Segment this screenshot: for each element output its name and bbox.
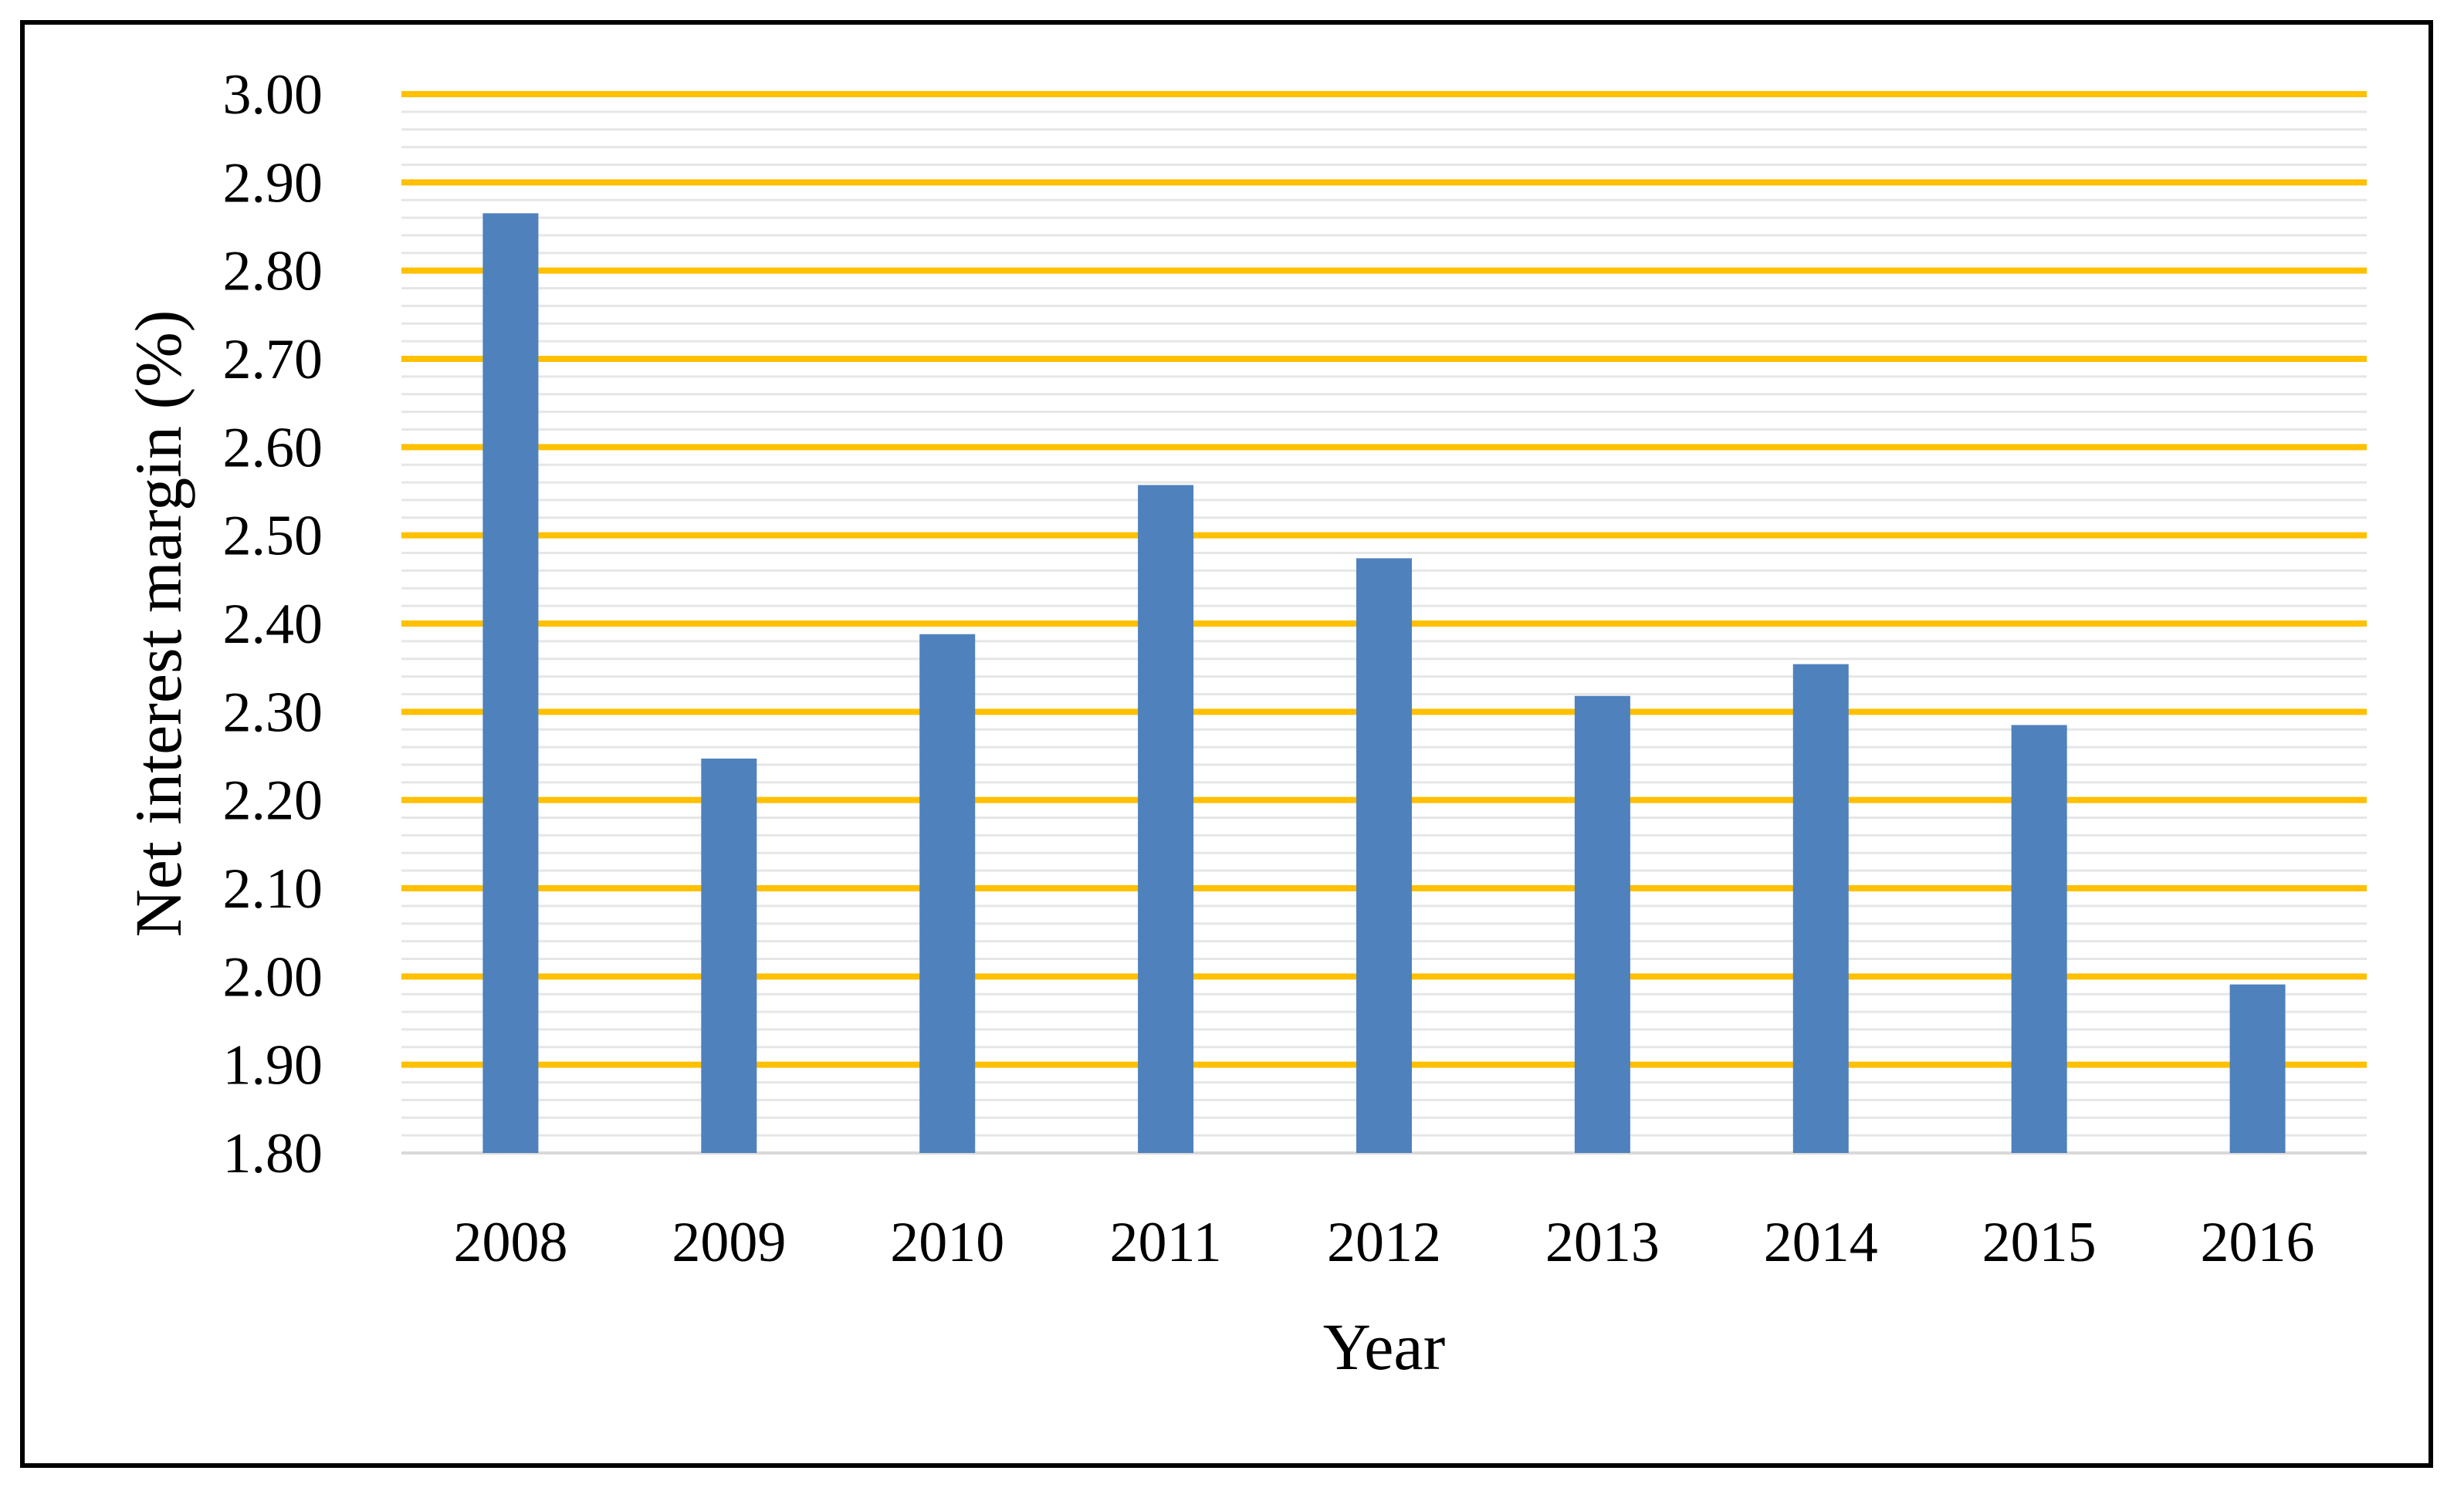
y-axis-title: Net interest margin (%) [121,310,195,938]
y-tick-label: 2.20 [223,769,323,833]
x-tick-label-2013: 2013 [1545,1211,1660,1274]
bar-2008 [482,213,539,1154]
bars [482,213,2286,1154]
x-tick-label-2016: 2016 [2201,1211,2315,1274]
x-tick-label-2008: 2008 [453,1211,567,1274]
bar-2009 [701,758,757,1153]
bar-2010 [919,634,976,1153]
y-tick-label: 3.00 [223,63,323,127]
x-tick-label-2011: 2011 [1109,1211,1221,1274]
x-tick-label-2014: 2014 [1764,1211,1878,1274]
bar-2016 [2229,984,2286,1153]
y-tick-label: 2.40 [223,593,323,656]
y-tick-label: 2.80 [223,240,323,303]
x-tick-label-2010: 2010 [890,1211,1004,1274]
bar-2014 [1792,664,1849,1153]
x-tick-label-2015: 2015 [1982,1211,2097,1274]
y-tick-label: 2.70 [223,328,323,391]
bar-2012 [1356,558,1412,1153]
y-axis-tick-labels: 1.80 1.90 2.00 2.10 2.20 2.30 2.40 2.50 2.60 2.70… [223,63,323,1185]
y-tick-label: 2.60 [223,416,323,479]
x-tick-label-2012: 2012 [1327,1211,1441,1274]
bar-2013 [1574,695,1630,1153]
y-tick-label: 2.10 [223,857,323,921]
y-tick-label: 2.00 [223,945,323,1009]
x-axis-tick-labels: 2008 2009 2010 2011 2012 2013 2014 2015 2016 [453,1211,2314,1274]
x-axis-title: Year [1323,1310,1445,1384]
y-tick-label: 1.90 [223,1034,323,1097]
y-tick-label: 1.80 [223,1122,323,1185]
y-tick-label: 2.90 [223,151,323,215]
bar-2011 [1138,485,1194,1153]
x-tick-label-2009: 2009 [672,1211,786,1274]
bar-2015 [2011,725,2067,1153]
y-tick-label: 2.50 [223,505,323,568]
y-tick-label: 2.30 [223,681,323,744]
